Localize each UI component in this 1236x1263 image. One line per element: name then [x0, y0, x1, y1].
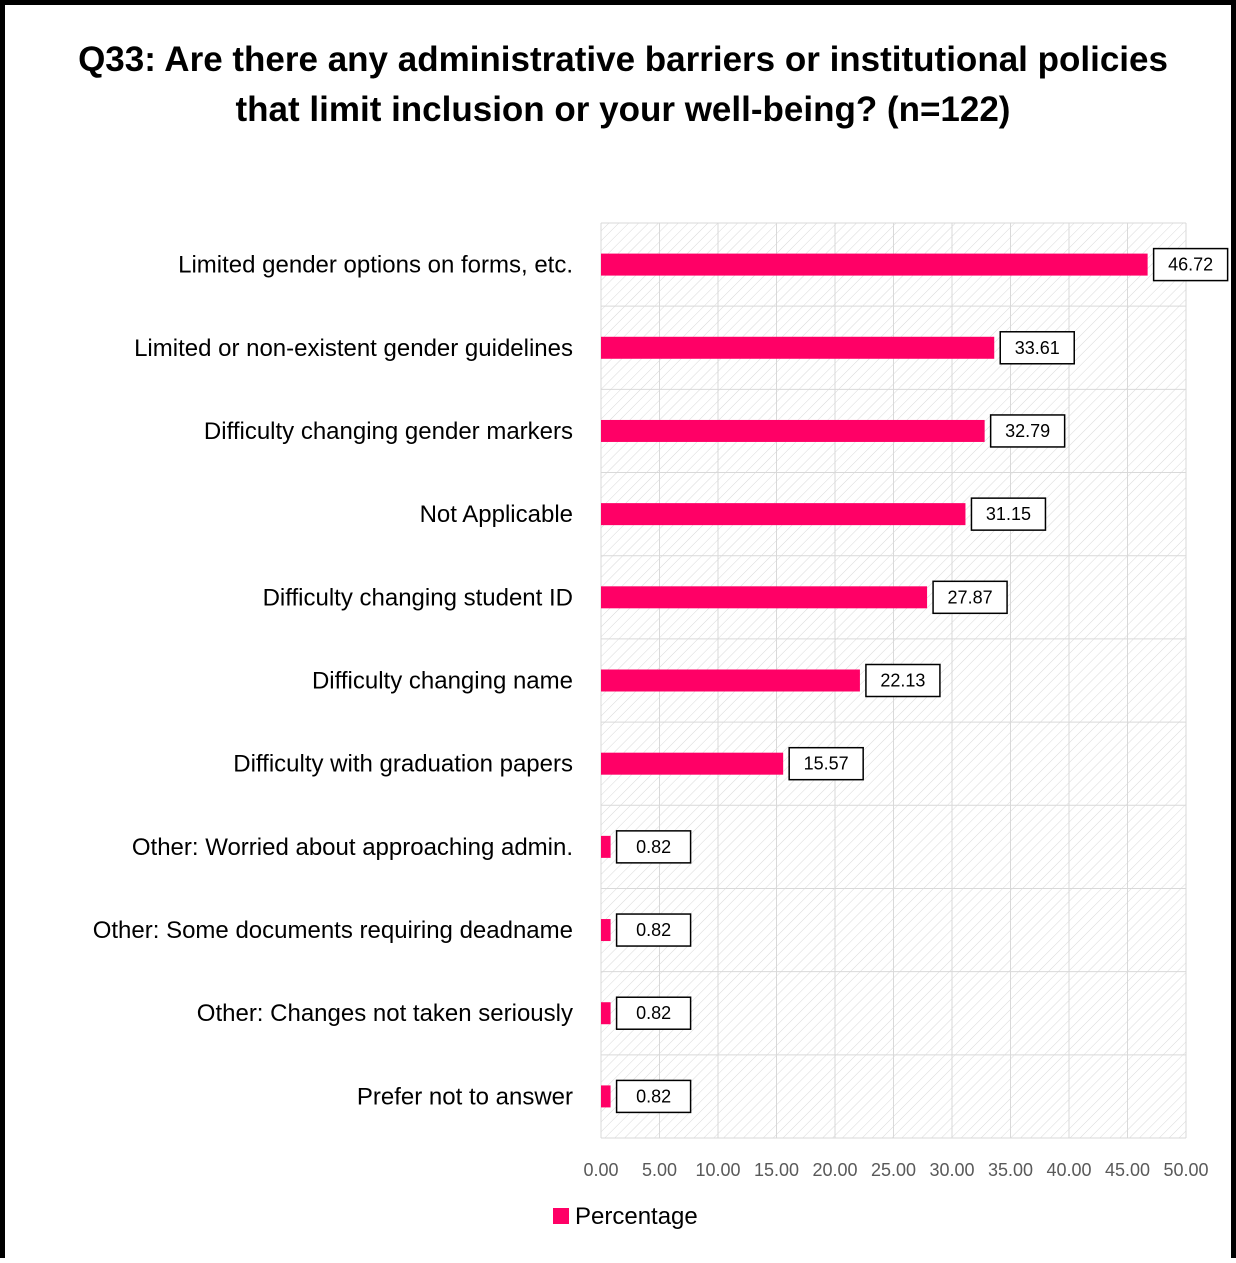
data-label-box — [615, 913, 692, 947]
category-label: Limited or non-existent gender guideline… — [134, 335, 573, 362]
bar — [601, 503, 966, 526]
data-label: 15.57 — [804, 754, 849, 774]
bar — [601, 752, 784, 775]
category-label: Other: Some documents requiring deadname — [93, 917, 573, 944]
x-tick-label: 40.00 — [1046, 1160, 1091, 1180]
x-tick-label: 20.00 — [812, 1160, 857, 1180]
data-label: 31.15 — [986, 504, 1031, 524]
data-label-box — [615, 996, 692, 1030]
bar — [601, 336, 995, 359]
data-label-box — [989, 414, 1066, 448]
category-label: Difficulty changing gender markers — [204, 418, 573, 445]
category-label: Difficulty changing name — [312, 668, 573, 695]
category-label: Limited gender options on forms, etc. — [178, 252, 573, 279]
x-tick-label: 25.00 — [871, 1160, 916, 1180]
bar — [601, 669, 860, 692]
data-label: 0.82 — [636, 1003, 671, 1023]
legend-swatch — [553, 1208, 569, 1224]
category-labels: Limited gender options on forms, etc. Lim… — [93, 252, 573, 1111]
x-tick-label: 30.00 — [929, 1160, 974, 1180]
x-tick-label: 45.00 — [1105, 1160, 1150, 1180]
category-label: Not Applicable — [420, 501, 573, 528]
data-label-box — [615, 830, 692, 864]
chart-title: Q33: Are there any administrative barrie… — [78, 40, 1168, 129]
data-label-box — [1152, 247, 1229, 282]
category-label: Other: Changes not taken seriously — [197, 1000, 573, 1027]
bar — [601, 586, 928, 609]
data-label-box — [865, 663, 941, 698]
data-label-box — [970, 497, 1047, 531]
x-tick-label: 0.00 — [583, 1160, 618, 1180]
bar — [601, 253, 1148, 276]
data-label-box — [999, 331, 1075, 365]
data-label: 46.72 — [1168, 255, 1213, 275]
data-label-box — [788, 746, 864, 781]
bar — [601, 419, 985, 442]
category-label: Difficulty changing student ID — [263, 584, 573, 611]
data-label-box — [615, 1079, 692, 1114]
data-label: 0.82 — [636, 920, 671, 940]
data-label-box — [932, 580, 1008, 615]
bar — [601, 1085, 611, 1108]
legend: Percentage — [553, 1203, 698, 1230]
data-label: 27.87 — [948, 587, 993, 607]
bar-chart: 46.72 33.61 32.79 31.15 27.87 22.13 15.57 0.82 0… — [93, 222, 1229, 1230]
bar — [601, 835, 611, 858]
category-label: Difficulty with graduation papers — [233, 751, 573, 778]
data-label: 22.13 — [880, 671, 925, 691]
data-label: 33.61 — [1015, 338, 1060, 358]
x-tick-label: 50.00 — [1163, 1160, 1208, 1180]
x-axis-ticks: 0.00 5.00 10.00 15.00 20.00 25.00 30.00 35.00 40… — [583, 1160, 1208, 1180]
x-tick-label: 10.00 — [695, 1160, 740, 1180]
data-label: 0.82 — [636, 837, 671, 857]
x-tick-label: 35.00 — [988, 1160, 1033, 1180]
category-label: Prefer not to answer — [357, 1083, 573, 1110]
category-label: Other: Worried about approaching admin. — [132, 834, 573, 861]
data-label: 0.82 — [636, 1086, 671, 1106]
legend-label: Percentage — [575, 1203, 698, 1230]
x-tick-label: 5.00 — [642, 1160, 677, 1180]
bars: 46.72 33.61 32.79 31.15 27.87 22.13 15.57 0.82 0… — [601, 247, 1229, 1114]
bar — [601, 919, 611, 942]
data-label: 32.79 — [1005, 421, 1050, 441]
x-tick-label: 15.00 — [754, 1160, 799, 1180]
bar — [601, 1002, 611, 1025]
